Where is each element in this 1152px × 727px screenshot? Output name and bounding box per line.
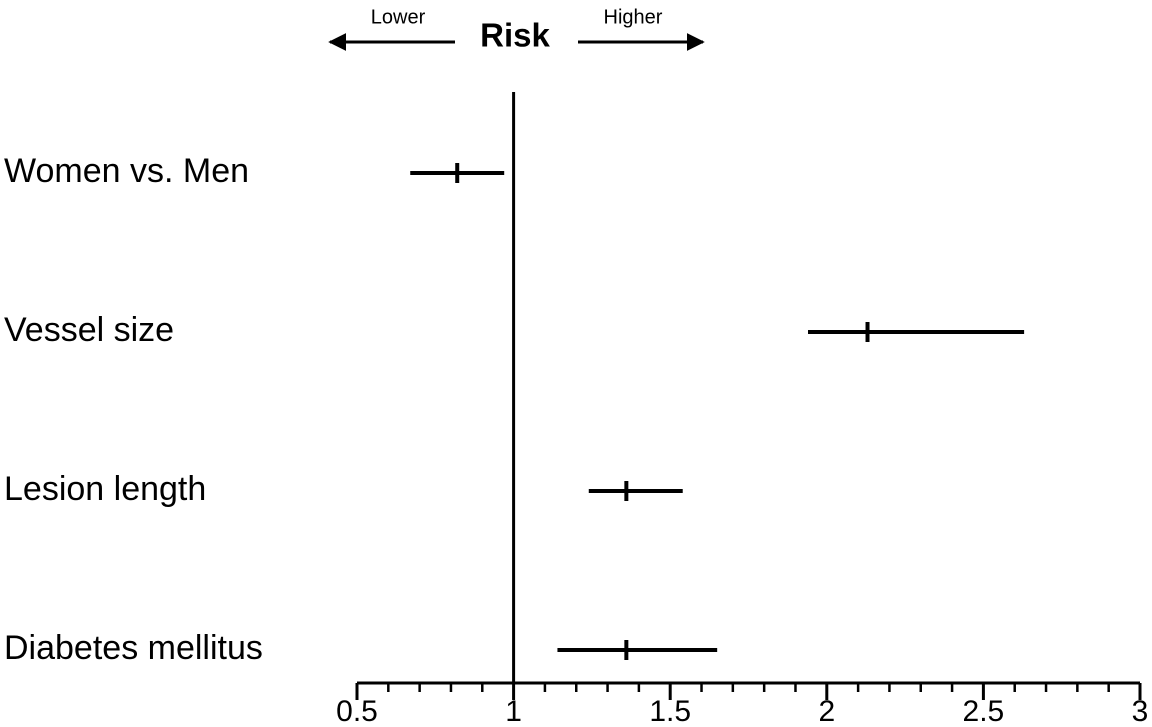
header-title: Risk (480, 17, 550, 54)
category-label: Vessel size (4, 311, 174, 349)
category-label: Women vs. Men (4, 152, 249, 190)
x-tick-label: 0.5 (336, 695, 378, 727)
higher-label: Higher (604, 6, 663, 28)
lower-label: Lower (371, 6, 426, 28)
category-label: Diabetes mellitus (4, 629, 263, 667)
x-tick-label: 1.5 (649, 695, 691, 727)
x-tick-label: 3 (1132, 695, 1149, 727)
x-tick-label: 2 (818, 695, 835, 727)
x-tick-label: 1 (505, 695, 522, 727)
category-label: Lesion length (4, 470, 206, 508)
x-tick-label: 2.5 (963, 695, 1005, 727)
